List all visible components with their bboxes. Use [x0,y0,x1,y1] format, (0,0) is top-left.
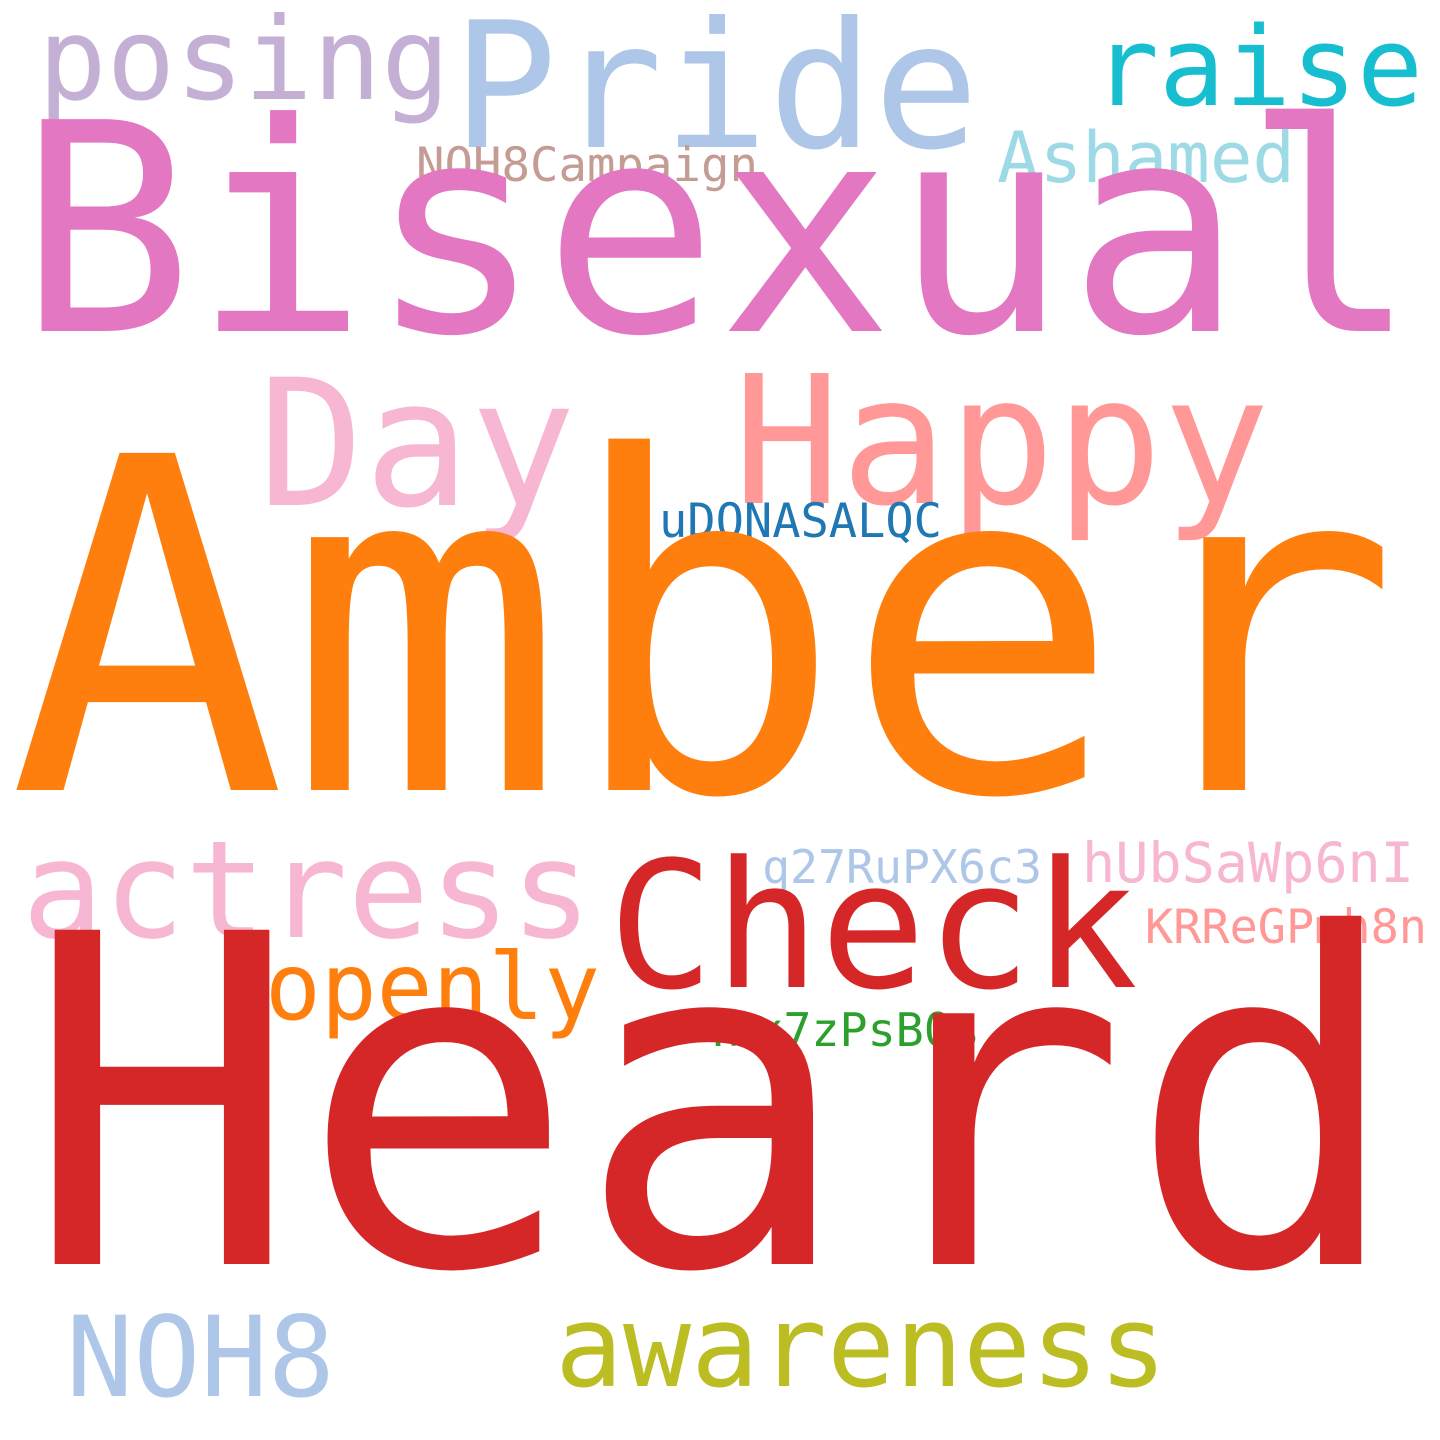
word-udqnasalqc: uDQNASALQC [659,494,942,549]
word-actress: actress [22,811,592,969]
word-bisexual: Bisexual [18,60,1418,400]
word-heard: Heard [24,839,1404,1373]
word-ashamed: Ashamed [997,115,1295,199]
word-posing: posing [38,0,450,126]
word-raise: raise [1093,3,1423,131]
word-hubsawp6ni: hUbSaWp6nI [1082,832,1414,896]
word-openly: openly [265,933,600,1041]
word-noh8campaign: NOH8Campaign [416,137,758,193]
word-noh8: NOH8 [66,1293,335,1423]
word-awareness: awareness [555,1280,1167,1413]
word-happy: Happy [733,338,1270,546]
word-amber: Amber [8,362,1400,900]
word-q27rupx6c3: q27RuPX6c3 [762,840,1042,894]
word-4bx7zpsb0s: 4bx7zPsB0s [699,1003,980,1058]
word-day: Day [258,342,576,547]
word-pride: Pride [452,0,979,189]
word-krregpmh8n: KRReGPmh8n [1145,901,1427,955]
word-check: Check [608,823,1138,1029]
